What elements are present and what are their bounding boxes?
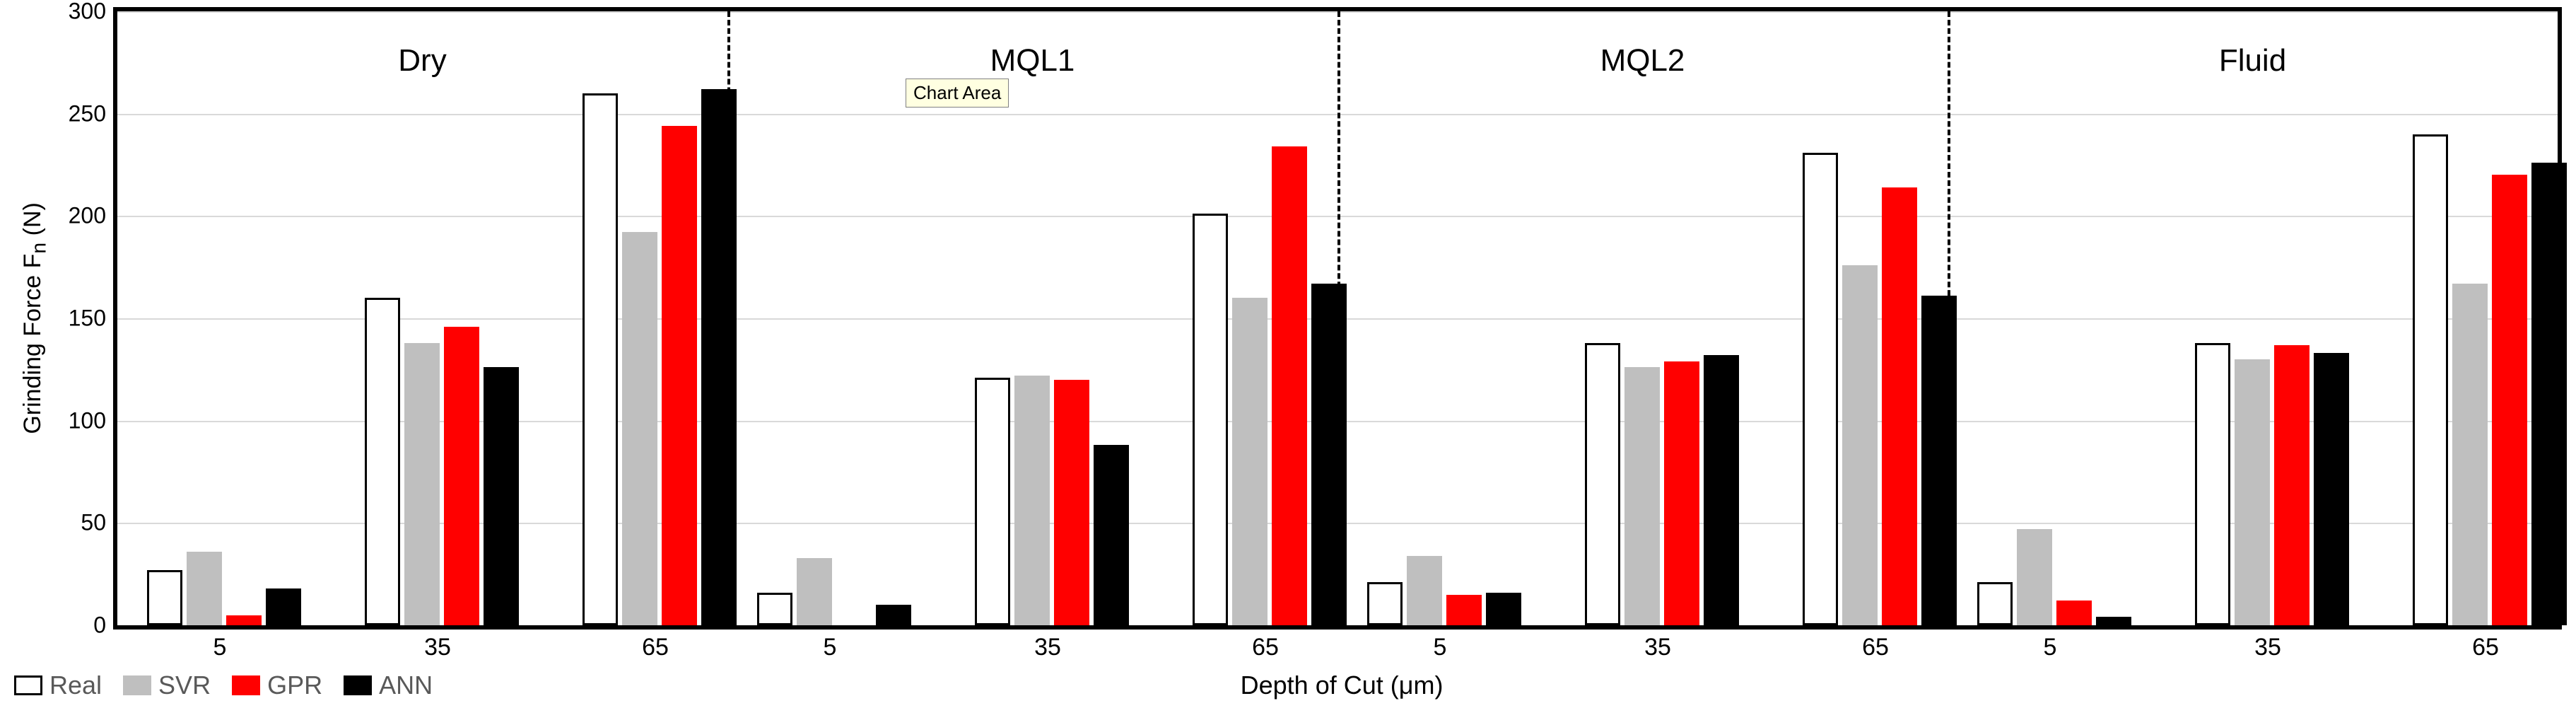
bar bbox=[1311, 284, 1347, 625]
bar bbox=[266, 588, 301, 625]
bar bbox=[797, 558, 832, 625]
plot-area: Dry MQL1 MQL2 Fluid Chart Area bbox=[113, 7, 2562, 630]
grinding-force-chart: Grinding Force Fn (N) 050100150200250300… bbox=[14, 7, 2562, 700]
bar bbox=[1977, 582, 2013, 625]
x-tick-label: 5 bbox=[2044, 634, 2057, 661]
bar bbox=[1704, 355, 1739, 625]
bar bbox=[1803, 153, 1838, 625]
bar bbox=[876, 605, 911, 625]
legend-label: Real bbox=[49, 671, 102, 700]
bar bbox=[1585, 343, 1620, 625]
bar bbox=[2017, 529, 2052, 625]
x-tick-row: 5 35 65 5 35 65 5 35 65 5 35 65 bbox=[14, 630, 2562, 665]
bar bbox=[1407, 556, 1442, 625]
bottom-row: Real SVR GPR ANN Depth of Cut (μm) bbox=[14, 671, 2562, 700]
chart-tooltip: Chart Area bbox=[906, 79, 1009, 108]
legend: Real SVR GPR ANN bbox=[14, 671, 433, 700]
bar bbox=[1272, 146, 1307, 625]
panel-label: MQL1 bbox=[990, 43, 1075, 79]
x-tick-label: 35 bbox=[1644, 634, 1671, 661]
bar bbox=[2274, 345, 2309, 625]
x-tick-label: 35 bbox=[2254, 634, 2281, 661]
bar bbox=[2195, 343, 2230, 625]
bar bbox=[1014, 376, 1050, 625]
panel-label: MQL2 bbox=[1600, 43, 1685, 79]
bar bbox=[1842, 265, 1878, 625]
bar bbox=[701, 89, 737, 625]
bar bbox=[975, 378, 1010, 625]
bar bbox=[2492, 175, 2527, 625]
x-tick-label: 65 bbox=[642, 634, 669, 661]
legend-label: GPR bbox=[267, 671, 322, 700]
bar bbox=[1232, 298, 1267, 625]
y-tick-label: 0 bbox=[93, 613, 106, 639]
bar bbox=[1882, 187, 1917, 625]
bar bbox=[2235, 359, 2270, 625]
plot-row: Grinding Force Fn (N) 050100150200250300… bbox=[14, 7, 2562, 630]
y-tick-label: 200 bbox=[69, 203, 106, 229]
y-tick-label: 50 bbox=[81, 510, 106, 536]
legend-swatch bbox=[344, 675, 372, 695]
y-tick-label: 150 bbox=[69, 306, 106, 332]
bar bbox=[2096, 617, 2131, 625]
ylabel-container: Grinding Force Fn (N) bbox=[14, 7, 57, 630]
bar bbox=[662, 126, 697, 625]
x-tick-label: 65 bbox=[1862, 634, 1889, 661]
legend-label: ANN bbox=[379, 671, 433, 700]
x-tick-label: 65 bbox=[2472, 634, 2499, 661]
bar bbox=[444, 327, 479, 625]
legend-swatch bbox=[14, 675, 42, 695]
bar bbox=[1054, 380, 1089, 625]
y-tick-column: 050100150200250300 bbox=[57, 7, 113, 630]
x-tick-area: 5 35 65 5 35 65 5 35 65 5 35 65 bbox=[113, 630, 2562, 665]
bar bbox=[2452, 284, 2488, 625]
legend-item: SVR bbox=[123, 671, 211, 700]
bar bbox=[187, 552, 222, 625]
bar bbox=[1446, 595, 1482, 625]
y-tick-label: 250 bbox=[69, 100, 106, 127]
y-tick-label: 300 bbox=[69, 0, 106, 25]
bar bbox=[484, 367, 519, 625]
legend-item: Real bbox=[14, 671, 102, 700]
bar bbox=[1664, 361, 1699, 625]
bar bbox=[1486, 593, 1521, 625]
bar bbox=[1367, 582, 1403, 625]
bar bbox=[404, 343, 440, 625]
legend-swatch bbox=[232, 675, 260, 695]
bar bbox=[2413, 134, 2448, 625]
x-tick-label: 35 bbox=[1034, 634, 1061, 661]
x-tick-label: 65 bbox=[1252, 634, 1279, 661]
x-tick-label: 35 bbox=[424, 634, 451, 661]
legend-label: SVR bbox=[158, 671, 211, 700]
bar bbox=[226, 615, 262, 625]
x-tick-label: 5 bbox=[213, 634, 227, 661]
bar bbox=[1094, 445, 1129, 625]
bar bbox=[582, 93, 618, 625]
x-tick-label: 5 bbox=[1434, 634, 1447, 661]
x-tick-label: 5 bbox=[824, 634, 837, 661]
x-axis-label: Depth of Cut (μm) bbox=[1241, 671, 1444, 700]
bar bbox=[365, 298, 400, 625]
bar bbox=[1921, 296, 1957, 625]
legend-item: ANN bbox=[344, 671, 433, 700]
bar bbox=[1193, 214, 1228, 625]
legend-swatch bbox=[123, 675, 151, 695]
bar bbox=[147, 570, 182, 625]
panel-label: Fluid bbox=[2219, 43, 2286, 79]
y-axis-label: Grinding Force Fn (N) bbox=[19, 202, 52, 434]
legend-item: GPR bbox=[232, 671, 322, 700]
bar bbox=[622, 232, 657, 625]
bar bbox=[1624, 367, 1660, 625]
bar bbox=[757, 593, 792, 625]
bar bbox=[2314, 353, 2349, 625]
y-tick-label: 100 bbox=[69, 407, 106, 434]
panel-label: Dry bbox=[398, 43, 446, 79]
bar bbox=[2531, 163, 2567, 625]
bar bbox=[2056, 601, 2092, 625]
